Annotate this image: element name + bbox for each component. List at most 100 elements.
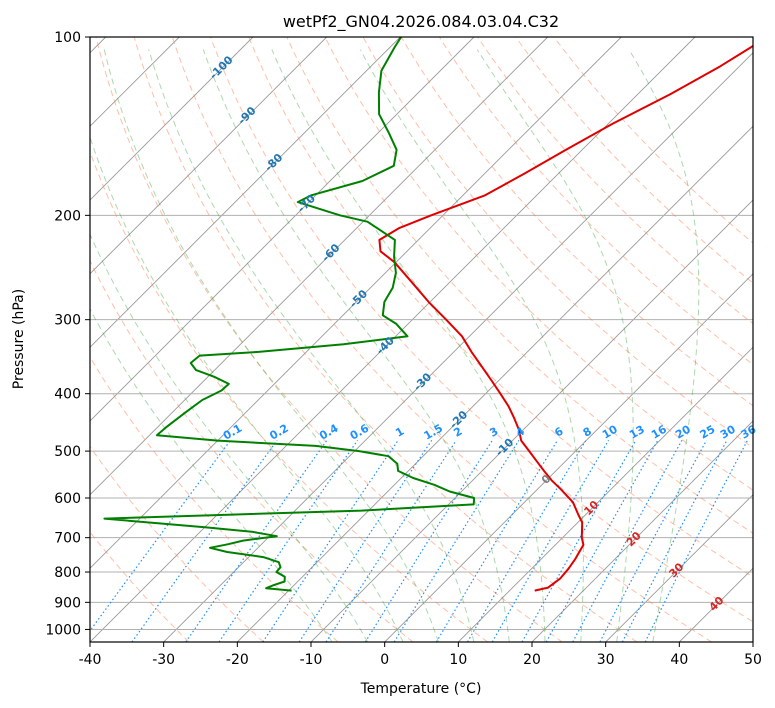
y-axis-title: Pressure (hPa) [11,289,27,389]
mixing-ratio-label: 0.6 [348,421,372,442]
temperature-profile [378,44,753,592]
y-tick-label: 1000 [45,622,81,638]
mixing-ratio-line [218,439,359,642]
mixing-ratio-line [545,440,659,642]
mixing-ratio-line [364,439,493,642]
mixing-ratio-line [491,439,610,642]
dry-adiabat-line [210,37,753,623]
y-tick-label: 900 [54,595,81,611]
dewpoint-profile [103,37,476,592]
moist-adiabat-line [148,49,475,642]
mixing-ratio-label: 0.1 [221,422,244,443]
isotherm-line [605,494,753,642]
mixing-ratio-line [325,439,457,642]
mixing-ratio-label: 20 [673,423,693,442]
isotherm-line [752,641,753,642]
isotherm-line [457,346,753,642]
dry-adiabat-line [362,37,753,449]
mixing-ratio-line [621,440,728,642]
mixing-ratio-label: 13 [627,423,647,442]
mixing-ratio-label: 0.2 [267,422,290,443]
moist-adiabat-line [90,232,369,642]
x-tick-label: 10 [449,652,467,668]
dry-adiabat-line [90,259,414,642]
dry-adiabat-line [553,37,753,244]
mixing-ratio-label: 10 [600,423,620,442]
isotherm-line [236,125,753,642]
mixing-ratio-line [90,439,231,632]
dry-adiabat-line [324,37,753,491]
isotherm-line [678,567,753,642]
isotherm-label: -90 [235,104,258,127]
chart-title: wetPf2_GN04.2026.084.03.04.C32 [283,12,559,32]
mixing-ratio-line [185,439,328,642]
x-tick-label: -40 [79,652,102,668]
x-tick-label: 0 [380,652,389,668]
mixing-ratio-label: 1 [393,425,406,440]
isotherm-label: -100 [207,53,236,82]
moist-adiabat-line [202,49,510,642]
mixing-ratio-label: 0.4 [317,421,341,442]
mixing-ratio-label: 8 [581,425,594,440]
dry-adiabat-line [90,445,264,642]
dry-adiabat-lines [90,37,753,642]
y-tick-label: 200 [54,208,81,224]
dry-adiabat-line [248,37,753,578]
mixing-ratio-line [599,440,708,642]
isotherm-lines [90,37,753,642]
isotherm-label: -50 [347,287,370,310]
mixing-ratio-line [298,439,433,642]
isotherm-label: 20 [624,529,644,549]
isotherm-line [90,37,549,496]
y-tick-label: 400 [54,387,81,403]
mixing-ratio-label: 1.5 [422,422,445,443]
isotherm-line [531,420,753,642]
isotherm-label: 10 [581,498,601,518]
dry-adiabat-line [90,356,339,642]
moist-adiabat-line [90,135,404,642]
x-axis: -40 -30 -20 -10 0 10 20 30 40 50 [79,642,762,668]
moist-adiabat-line [103,49,439,642]
isotherm-line [90,37,696,642]
isotherm-label: -20 [447,408,470,431]
isotherm-label: -30 [411,370,434,393]
mixing-ratio-line [521,439,637,642]
isotherm-line [384,273,753,642]
dry-adiabat-line [477,37,753,325]
mixing-ratio-lines [90,439,749,642]
mixing-ratio-line [466,439,587,642]
x-axis-title: Temperature (°C) [360,681,482,697]
dry-adiabat-line [171,37,712,642]
mixing-ratio-line [262,439,399,642]
mixing-ratio-label: 3 [487,425,500,440]
mixing-ratio-line [131,439,278,642]
isotherm-label: 40 [707,594,727,614]
mixing-ratio-label: 6 [552,424,565,439]
plot-frame [89,36,754,643]
isotherm-line [90,37,328,275]
y-tick-label: 500 [54,444,81,460]
mixing-ratio-line [393,439,520,642]
line-labels: 0.1 0.2 0.4 0.6 1 1.5 2 3 4 6 8 10 13 16 20 25 30 36-100-… [207,53,759,614]
isobar-lines [90,37,753,630]
dry-adiabat-line [133,37,638,642]
x-tick-label: 50 [744,652,762,668]
x-tick-label: -10 [300,652,323,668]
moist-adiabat-line [271,49,546,642]
mixing-ratio-label: 16 [649,423,669,442]
moist-adiabat-line [476,49,634,642]
dry-adiabat-line [90,531,190,642]
isotherm-label: -10 [493,436,516,459]
y-tick-label: 800 [54,565,81,581]
x-tick-label: -30 [152,652,175,668]
mixing-ratio-line [435,439,559,642]
isotherm-line [90,37,475,422]
y-tick-label: 600 [54,491,81,507]
mixing-ratio-label: 25 [698,423,718,442]
moist-adiabat-line [90,308,333,642]
moist-adiabat-line [628,49,700,642]
sounding-profiles [103,37,753,592]
x-tick-label: 40 [670,652,688,668]
y-tick-label: 300 [54,313,81,329]
